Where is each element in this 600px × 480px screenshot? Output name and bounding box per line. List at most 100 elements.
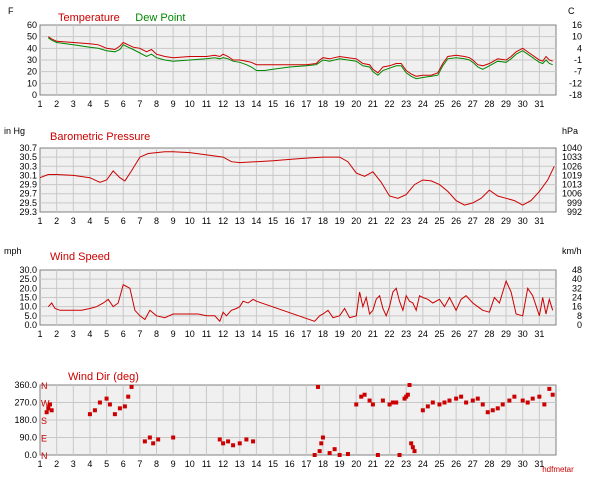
y2-tick-label: 1013 [562,180,582,190]
x-tick-label: 13 [235,99,245,109]
x-tick-label: 9 [171,459,176,469]
x-tick-label: 19 [335,99,345,109]
y2-tick-label: 16 [572,302,582,312]
data-point [480,402,485,407]
compass-label: N [41,451,48,461]
x-tick-label: 5 [104,459,109,469]
y-tick-label: 29.3 [19,207,37,217]
compass-label: E [41,434,47,444]
x-tick-label: 12 [218,216,228,226]
y2-tick-label: 40 [572,274,582,284]
chart-wind_dir: Wind Dir (deg)360.0270.0180.090.00.0NWSE… [14,371,557,469]
data-point [525,400,530,405]
data-point [319,441,324,446]
data-point [231,443,236,448]
x-tick-label: 14 [251,459,261,469]
x-tick-label: 26 [451,216,461,226]
x-tick-label: 20 [351,216,361,226]
x-tick-label: 12 [218,329,228,339]
x-tick-label: 31 [534,99,544,109]
x-tick-label: 7 [137,329,142,339]
data-point [470,398,475,403]
x-tick-label: 3 [71,99,76,109]
x-tick-label: 23 [401,99,411,109]
x-tick-label: 30 [518,329,528,339]
data-point [390,400,395,405]
series-temperature [48,36,553,77]
data-point [542,402,547,407]
x-tick-label: 17 [301,459,311,469]
x-tick-label: 22 [385,99,395,109]
data-point [237,441,242,446]
x-tick-label: 2 [54,459,59,469]
x-tick-label: 30 [518,216,528,226]
x-tick-label: 1 [37,216,42,226]
x-tick-label: 14 [251,329,261,339]
data-point [312,453,317,457]
data-point [92,408,97,413]
y-tick-label: 29.5 [19,198,37,208]
data-point [485,410,490,415]
x-tick-label: 11 [202,459,211,469]
left-unit-label: mph [4,246,22,256]
data-point [359,394,364,399]
y-tick-label: 60 [27,20,37,30]
x-tick-label: 20 [351,329,361,339]
x-tick-label: 25 [434,329,444,339]
x-tick-label: 9 [171,216,176,226]
series-line [39,151,555,206]
x-tick-label: 18 [318,99,328,109]
x-tick-label: 21 [368,216,378,226]
data-point [547,386,552,391]
data-point [367,398,372,403]
data-point [46,406,51,411]
x-tick-label: 7 [137,459,142,469]
y2-tick-label: 1026 [562,161,582,171]
data-point [412,449,417,454]
y-tick-label: 20.0 [19,283,37,293]
data-point [394,400,399,405]
y-tick-label: 360.0 [14,380,37,390]
x-tick-label: 2 [54,99,59,109]
x-tick-label: 25 [434,216,444,226]
data-point [97,400,102,405]
x-tick-label: 26 [451,99,461,109]
data-point [49,408,54,413]
x-tick-label: 29 [501,329,511,339]
x-tick-label: 23 [401,329,411,339]
data-point [425,404,430,409]
y-tick-label: 270.0 [14,398,37,408]
data-point [156,437,161,442]
data-point [129,384,134,389]
x-tick-label: 5 [104,329,109,339]
x-tick-label: 14 [251,216,261,226]
data-point [317,449,322,454]
data-point [490,408,495,413]
footer-text: hdfmetar [542,465,574,474]
x-tick-label: 20 [351,459,361,469]
x-tick-label: 25 [434,459,444,469]
x-tick-label: 22 [385,459,395,469]
chart-title-part: Wind Dir (deg) [68,371,139,383]
data-point [332,447,337,452]
y2-tick-label: -18 [569,90,582,100]
x-tick-label: 12 [218,459,228,469]
x-tick-label: 13 [235,216,245,226]
data-point [464,400,469,405]
x-tick-label: 6 [121,216,126,226]
chart-title-part: Dew Point [135,12,185,24]
data-point [244,437,249,442]
x-tick-label: 16 [285,216,295,226]
data-point [495,406,500,411]
chart-title-part: Temperature [58,12,120,24]
x-tick-label: 8 [154,459,159,469]
x-tick-label: 17 [301,99,311,109]
series-dew-point [48,37,553,80]
y-tick-label: 90.0 [19,433,37,443]
y-tick-label: 40 [27,43,37,53]
x-tick-label: 3 [71,459,76,469]
x-tick-label: 16 [285,99,295,109]
